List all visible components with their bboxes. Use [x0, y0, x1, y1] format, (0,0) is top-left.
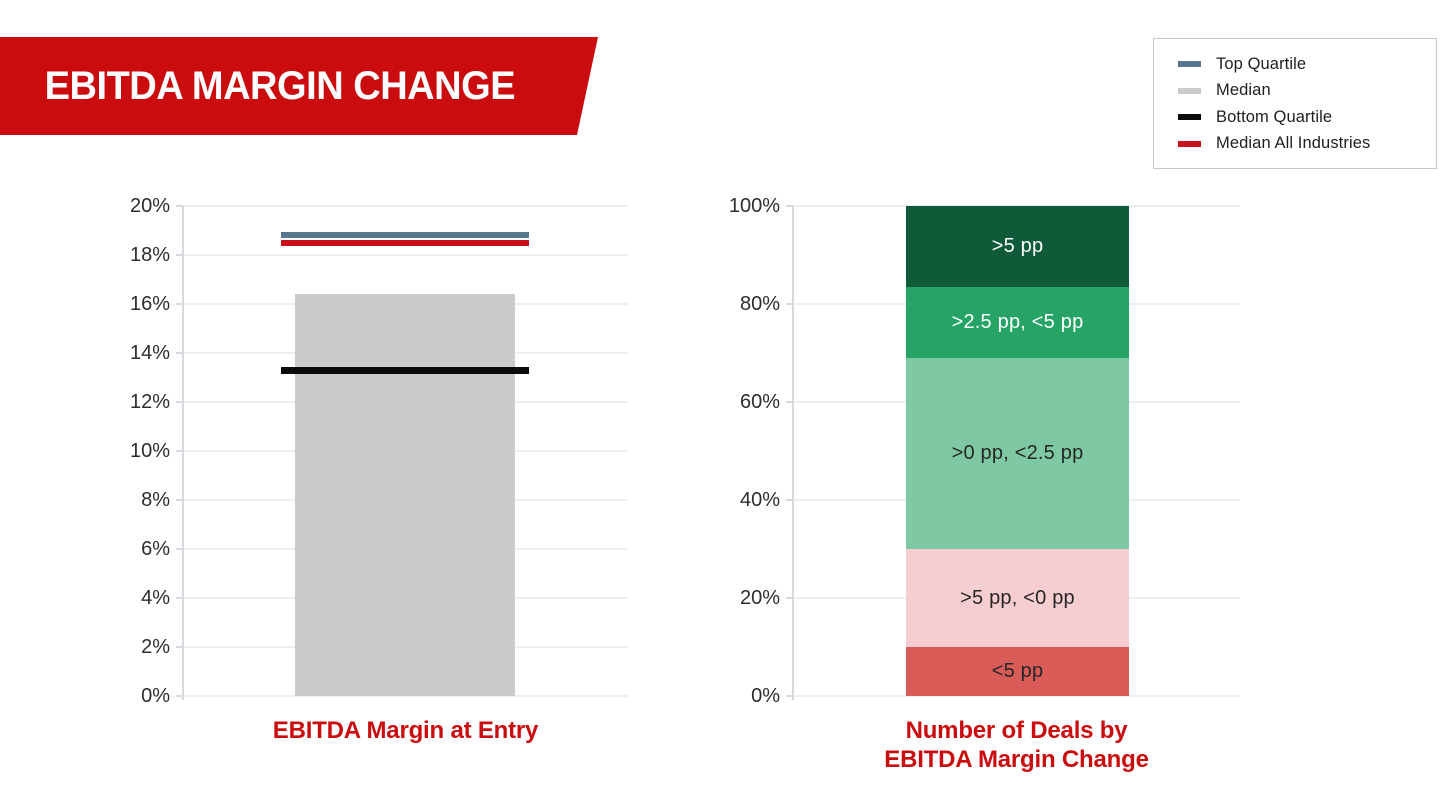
legend-item-label: Bottom Quartile: [1216, 107, 1333, 126]
axis-tick: [176, 205, 183, 207]
y-tick-label: 12%: [129, 391, 170, 413]
y-tick-label: 100%: [728, 195, 780, 217]
bottom-quartile-swatch-icon: [1178, 114, 1201, 121]
top-quartile-line: [281, 232, 529, 239]
y-tick-label: 2%: [141, 636, 170, 658]
axis-tick: [786, 597, 793, 599]
median-swatch-icon: [1178, 87, 1201, 94]
stack-segment-5-pp: >5 pp: [906, 206, 1129, 287]
top-quartile-swatch-icon: [1178, 61, 1201, 68]
axis-tick: [176, 548, 183, 550]
axis-tick: [786, 695, 793, 697]
axis-tick: [176, 499, 183, 501]
legend-item-median: Median: [1178, 78, 1436, 105]
stack-segment-5-pp-0-pp: >5 pp, <0 pp: [906, 549, 1129, 647]
y-tick-label: 14%: [129, 342, 170, 364]
y-tick-label: 16%: [129, 293, 170, 315]
axis-tick: [176, 254, 183, 256]
median-all-industries-swatch-icon: [1178, 140, 1201, 147]
y-tick-label: 40%: [739, 489, 780, 511]
axis-tick: [786, 205, 793, 207]
chart-title-line: EBITDA Margin Change: [884, 746, 1149, 773]
axis-tick: [176, 695, 183, 697]
stack-segment-2-5-pp-5-pp: >2.5 pp, <5 pp: [906, 286, 1129, 358]
y-tick-label: 0%: [751, 685, 780, 707]
chart-legend: Top Quartile Median Bottom Quartile Median …: [1153, 38, 1437, 169]
legend-item-top-quartile: Top Quartile: [1178, 51, 1436, 78]
y-axis-line: [792, 206, 794, 700]
y-tick-label: 6%: [141, 538, 170, 560]
axis-tick: [786, 401, 793, 403]
y-tick-label: 20%: [739, 587, 780, 609]
legend-item-median-all-industries: Median All Industries: [1178, 131, 1436, 158]
legend-item-label: Median: [1216, 81, 1271, 100]
median-bar: [295, 294, 515, 696]
y-tick-label: 4%: [141, 587, 170, 609]
axis-tick: [176, 646, 183, 648]
y-tick-label: 18%: [129, 244, 170, 266]
legend-item-label: Top Quartile: [1216, 54, 1307, 73]
y-tick-label: 0%: [141, 685, 170, 707]
axis-tick: [176, 597, 183, 599]
legend-item-label: Median All Industries: [1216, 134, 1371, 153]
y-tick-label: 8%: [141, 489, 170, 511]
stack-segment-0-pp-2-5-pp: >0 pp, <2.5 pp: [906, 357, 1129, 549]
axis-tick: [176, 303, 183, 305]
y-tick-label: 20%: [129, 195, 170, 217]
y-tick-label: 10%: [129, 440, 170, 462]
y-tick-label: 60%: [739, 391, 780, 413]
y-tick-label: 80%: [739, 293, 780, 315]
gridline: [183, 254, 628, 256]
gridline: [793, 695, 1240, 697]
page-title: EBITDA MARGIN CHANGE: [44, 64, 516, 108]
axis-tick: [176, 352, 183, 354]
bottom-quartile-line: [281, 366, 529, 374]
stack-segment-5-pp: <5 pp: [906, 647, 1129, 696]
legend-item-bottom-quartile: Bottom Quartile: [1178, 104, 1436, 131]
axis-tick: [786, 499, 793, 501]
title-banner: EBITDA MARGIN CHANGE: [0, 37, 598, 135]
median-all-industries-line: [281, 239, 529, 246]
axis-tick: [176, 450, 183, 452]
y-axis-line: [182, 206, 184, 700]
axis-tick: [786, 303, 793, 305]
chart-title-line: EBITDA Margin at Entry: [272, 717, 539, 744]
chart-title-line: Number of Deals by: [905, 717, 1128, 744]
gridline: [183, 695, 628, 697]
axis-tick: [176, 401, 183, 403]
gridline: [183, 205, 628, 207]
